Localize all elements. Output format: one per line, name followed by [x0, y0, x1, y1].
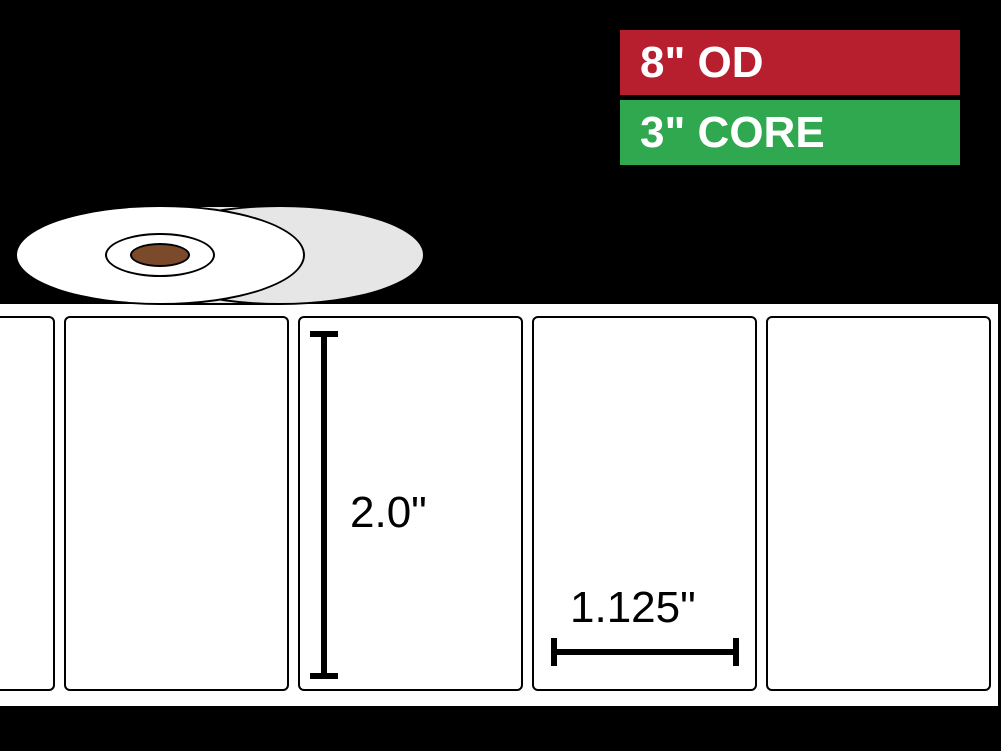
od-badge: 8" OD: [620, 30, 960, 95]
width-dimension-cap-right: [733, 638, 739, 666]
label-card-1: [64, 316, 289, 691]
width-dimension-cap-left: [551, 638, 557, 666]
label-card-0: [0, 316, 55, 691]
core-badge: 3" CORE: [620, 100, 960, 165]
label-roll-diagram: 8" OD3" CORE 2.0" 1.125": [0, 0, 1001, 751]
width-dimension-text: 1.125": [570, 583, 696, 633]
label-card-3: [532, 316, 757, 691]
roll-hub: [130, 243, 190, 267]
label-card-4: [766, 316, 991, 691]
height-dimension-cap-bottom: [310, 673, 338, 679]
height-dimension-line: [321, 334, 327, 676]
width-dimension-line: [554, 649, 736, 655]
height-dimension-cap-top: [310, 331, 338, 337]
height-dimension-text: 2.0": [350, 488, 427, 538]
